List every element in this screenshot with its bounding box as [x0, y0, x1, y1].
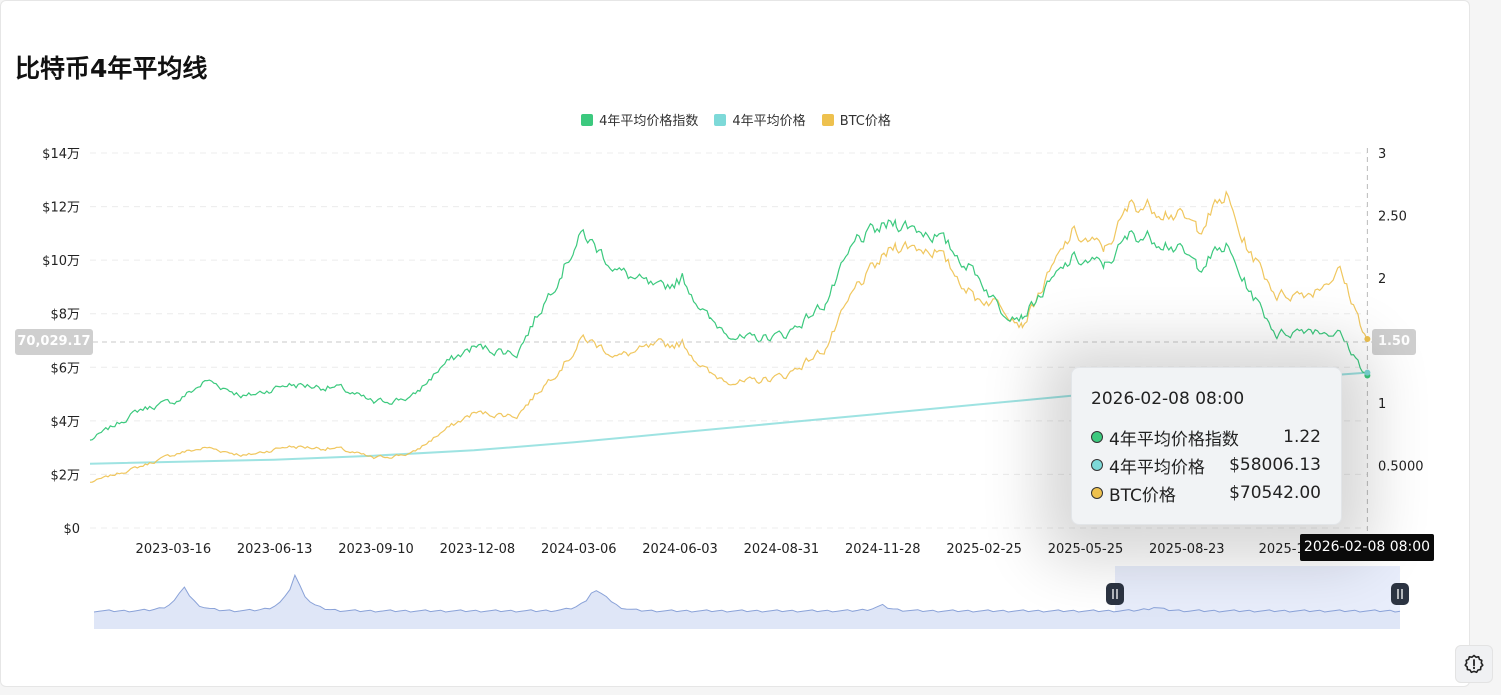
series-line-index [89, 218, 1368, 441]
x-axis-tick: 2023-09-10 [338, 542, 414, 557]
x-axis-tick: 2025-05-25 [1048, 542, 1124, 557]
x-axis-tick: 2023-06-13 [237, 542, 313, 557]
chart-plot[interactable]: $0 $2万 $4万 $6万 $8万 $10万 $12万 $14万 0.5000 1 1.50 2 2.… [0, 0, 1470, 687]
y-axis-left-tick: $12万 [42, 201, 80, 216]
y-axis-left-tick: $10万 [42, 254, 80, 269]
x-axis-tick: 2025-08-23 [1149, 542, 1225, 557]
x-axis-tick: 2023-12-08 [440, 542, 516, 557]
y-axis-right-tick: 1 [1378, 397, 1386, 412]
x-axis-tick: 2024-06-03 [642, 542, 718, 557]
tooltip-row: 4年平均价格指数 1.22 [1091, 423, 1321, 451]
alert-circle-icon [1464, 654, 1484, 674]
tooltip-date: 2026-02-08 08:00 [1091, 389, 1245, 409]
y-axis-right-tick: 2 [1378, 272, 1386, 287]
x-axis-tick: 2024-03-06 [541, 542, 617, 557]
hover-point-btc [1364, 336, 1371, 343]
tooltip-series-value: 1.22 [1283, 427, 1321, 447]
y-axis-right-tick: 0.5000 [1378, 460, 1424, 475]
tooltip-row: 4年平均价格 $58006.13 [1091, 451, 1321, 479]
tooltip-series-name: 4年平均价格 [1109, 457, 1205, 478]
tooltip-row: BTC价格 $70542.00 [1091, 479, 1321, 507]
y-axis-left-tick: $6万 [50, 361, 80, 376]
legend-item-index[interactable]: 4年平均价格指数 [581, 110, 698, 129]
y-axis-left-tick: $0 [63, 522, 80, 537]
series-line-btc [89, 190, 1368, 483]
series-dot-icon [1091, 487, 1103, 499]
tooltip-series-name: 4年平均价格指数 [1109, 429, 1239, 450]
chart-legend: 4年平均价格指数 4年平均价格 BTC价格 [1, 110, 1471, 129]
pause-handle-icon [1391, 583, 1409, 605]
x-axis-tick: 2023-03-16 [136, 542, 212, 557]
crosshair-right-badge: 1.50 [1372, 329, 1416, 355]
navigator-area [94, 575, 1400, 629]
chart-tooltip: 2026-02-08 08:00 4年平均价格指数 1.22 4年平均价格 $5… [1071, 367, 1342, 525]
tooltip-series-value: $58006.13 [1229, 455, 1321, 475]
tooltip-series-value: $70542.00 [1229, 483, 1321, 503]
y-axis-left-tick: $4万 [50, 415, 80, 430]
y-axis-left-tick: $8万 [50, 308, 80, 323]
legend-swatch-icon [714, 113, 727, 126]
crosshair-left-badge: 70,029.17 [15, 329, 93, 355]
pause-handle-icon [1106, 583, 1124, 605]
page-title: 比特币4年平均线 [15, 54, 208, 83]
navigator-line [93, 573, 1401, 613]
legend-item-avg[interactable]: 4年平均价格 [714, 110, 806, 129]
series-dot-icon [1091, 459, 1103, 471]
navigator-handle-right[interactable] [1391, 583, 1409, 605]
hover-point-avg [1364, 369, 1371, 376]
x-axis-tick: 2024-11-28 [845, 542, 921, 557]
tooltip-series-name: BTC价格 [1109, 485, 1176, 506]
legend-label: 4年平均价格指数 [599, 114, 699, 129]
navigator-handle-left[interactable] [1106, 583, 1124, 605]
legend-swatch-icon [821, 113, 834, 126]
legend-label: 4年平均价格 [732, 114, 806, 129]
series-dot-icon [1091, 431, 1103, 443]
crosshair-time-badge: 2026-02-08 08:00 [1300, 534, 1434, 561]
x-axis-tick: 2025-02-25 [946, 542, 1022, 557]
help-button[interactable] [1455, 645, 1493, 683]
y-axis-left-tick: $14万 [42, 147, 80, 162]
chart-card: 比特币4年平均线 4年平均价格指数 4年平均价格 BTC价格 [0, 0, 1470, 687]
legend-item-btc[interactable]: BTC价格 [821, 110, 891, 129]
x-axis-tick: 2024-08-31 [744, 542, 820, 557]
legend-swatch-icon [581, 113, 594, 126]
y-axis-right-tick: 2.50 [1378, 210, 1407, 225]
y-axis-right-tick: 3 [1378, 147, 1386, 162]
legend-label: BTC价格 [839, 114, 891, 129]
y-axis-left-tick: $2万 [50, 468, 80, 483]
